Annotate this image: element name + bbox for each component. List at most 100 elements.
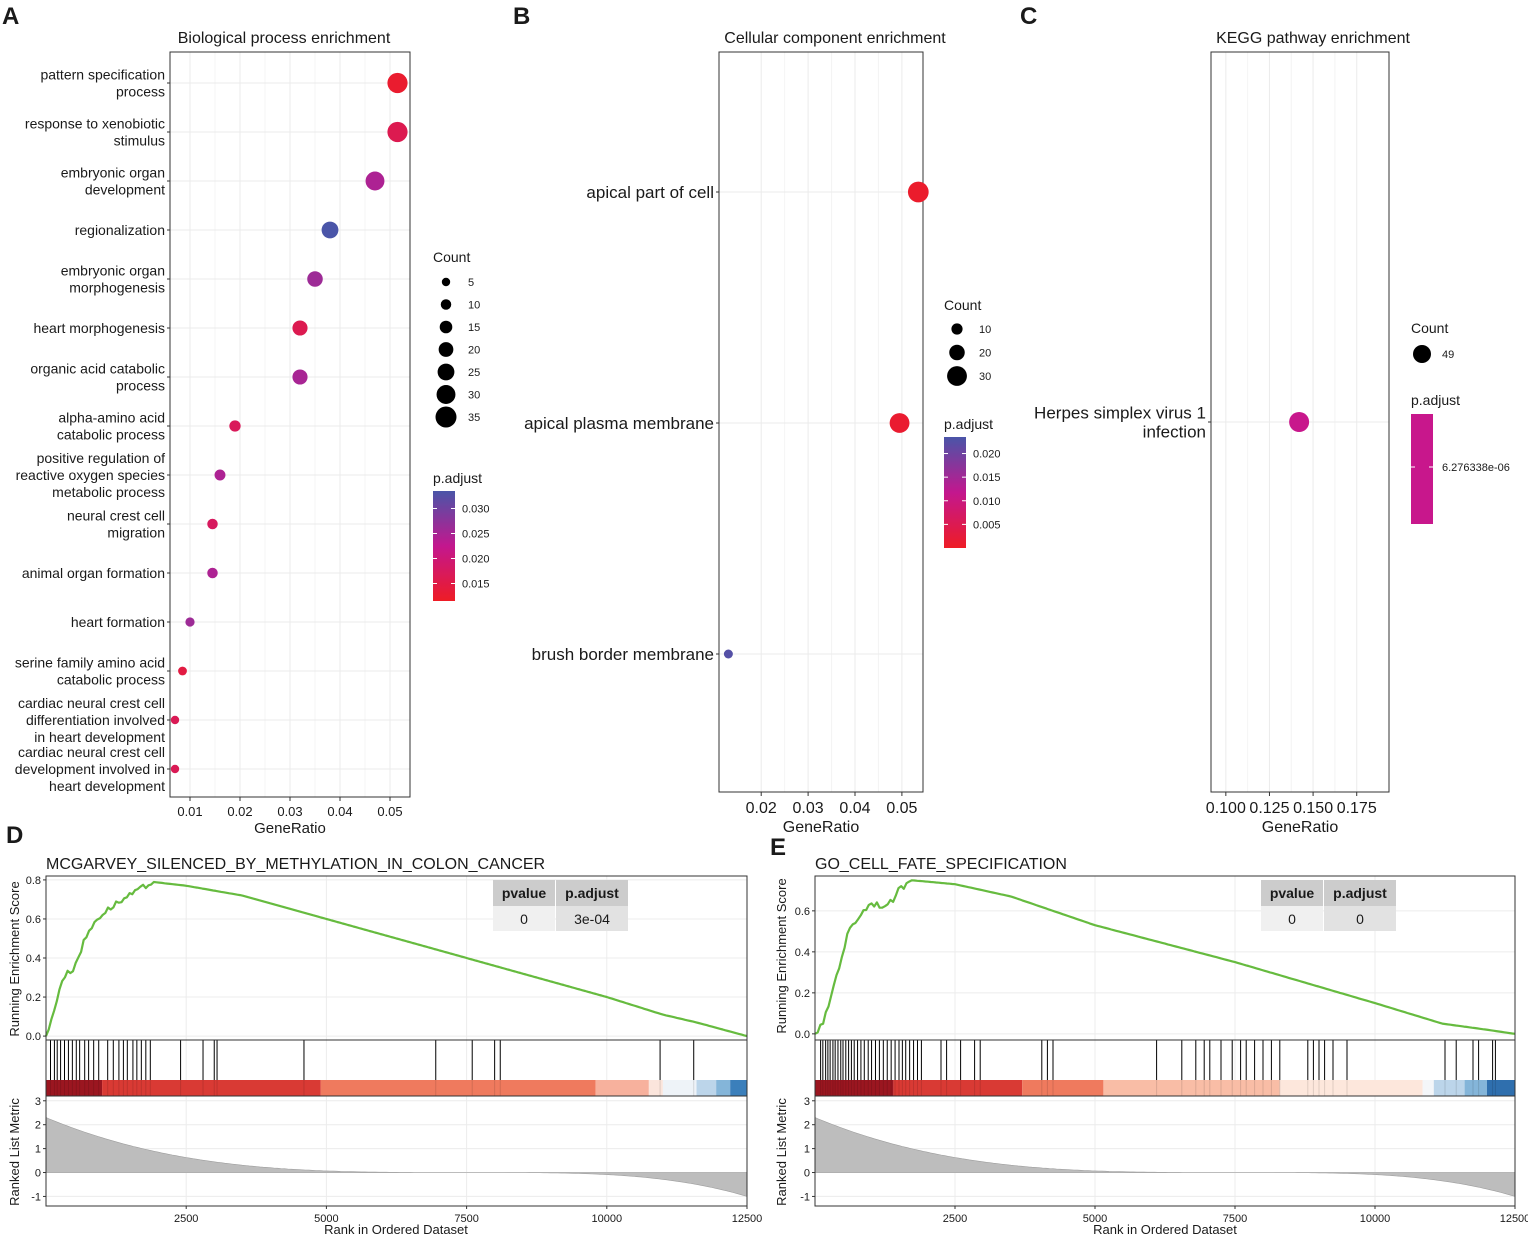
- count-legend-label: 35: [468, 412, 480, 424]
- y-label: regionalization: [75, 222, 165, 238]
- x-tick-label: 0.05: [886, 800, 917, 817]
- data-point: [229, 420, 241, 432]
- count-legend-label: 30: [468, 390, 480, 402]
- count-legend-label: 20: [468, 345, 480, 357]
- metric-xtick-label: 5000: [1083, 1213, 1107, 1225]
- x-tick-label: 0.150: [1293, 800, 1333, 817]
- count-legend-dot: [947, 366, 967, 386]
- count-legend-label: 10: [979, 324, 991, 336]
- es-ytick-label: 0.6: [795, 906, 810, 918]
- panel-d-table-padjust: 3e-04: [574, 911, 610, 927]
- panel-b: B Cellular component enrichment apical p…: [513, 3, 1001, 836]
- panel-a-grid: [170, 52, 410, 797]
- rank-color-band: [1279, 1080, 1423, 1096]
- es-ytick-label: 0.2: [795, 988, 810, 1000]
- colorbar-label: 0.015: [462, 579, 490, 591]
- panel-label-b: B: [513, 3, 530, 30]
- rank-color-band: [1464, 1080, 1487, 1096]
- x-tick-label: 0.04: [839, 800, 870, 817]
- panel-b-plot-border: [718, 51, 924, 793]
- es-ytick-label: 0.2: [26, 992, 41, 1004]
- panel-e-table-header-padjust: p.adjust: [1333, 885, 1387, 901]
- panel-c-x-title: GeneRatio: [1262, 819, 1339, 836]
- panel-a-count-legend: Count 5 10 15 20 25 30 35: [433, 249, 480, 428]
- colorbar-label: 0.015: [973, 472, 1001, 484]
- panel-d-x-title: Rank in Ordered Dataset: [324, 1222, 468, 1236]
- count-legend-label: 10: [468, 300, 480, 312]
- y-label: serine family amino acid catabolic proces…: [15, 655, 165, 688]
- x-tick-label: 0.100: [1206, 800, 1246, 817]
- x-tick-label: 0.04: [327, 804, 352, 819]
- es-ytick-label: 0.6: [26, 914, 41, 926]
- x-tick-label: 0.05: [377, 804, 402, 819]
- metric-xtick-label: 12500: [1500, 1213, 1528, 1225]
- panel-c: C KEGG pathway enrichment Herpes simplex…: [1020, 3, 1510, 836]
- data-point: [723, 649, 733, 659]
- count-legend-dot: [440, 299, 452, 310]
- es-ytick-label: 0.8: [26, 875, 41, 887]
- colorbar-label: 0.030: [462, 504, 490, 516]
- data-point: [207, 567, 218, 579]
- metric-ytick-label: 2: [35, 1120, 41, 1132]
- rank-color-band: [696, 1080, 717, 1096]
- count-legend-dot: [438, 342, 454, 357]
- x-tick-label: 0.125: [1249, 800, 1289, 817]
- count-legend-dot: [435, 406, 457, 428]
- data-point: [292, 369, 308, 385]
- rank-color-band: [102, 1080, 321, 1096]
- count-legend-label: 5: [468, 277, 474, 289]
- rank-color-band: [730, 1080, 747, 1096]
- es-ytick-label: 0.0: [795, 1029, 810, 1041]
- y-label: embryonic organ development: [61, 165, 165, 198]
- panel-d-table-header-pvalue: pvalue: [502, 885, 547, 901]
- panel-e: E GO_CELL_FATE_SPECIFICATION 0.00.20.40.…: [770, 834, 1528, 1236]
- rank-color-band: [893, 1080, 1023, 1096]
- panel-c-padj-title: p.adjust: [1411, 392, 1460, 408]
- panel-a-y-labels: pattern specification process response to …: [15, 67, 170, 794]
- panel-b-y-labels: apical part of cell apical plasma membran…: [524, 183, 719, 664]
- panel-a-colorbar: [433, 491, 455, 601]
- panel-b-x-title: GeneRatio: [783, 819, 860, 836]
- panel-e-stats-table: pvalue p.adjust 0 0: [1261, 880, 1396, 931]
- panel-a-x-title: GeneRatio: [254, 820, 326, 837]
- ranked-metric-area: [814, 1117, 1516, 1197]
- y-label: apical part of cell: [586, 183, 714, 202]
- panel-c-y-labels: Herpes simplex virus 1 infection: [1034, 404, 1211, 442]
- metric-xtick-label: 12500: [732, 1213, 763, 1225]
- y-label: Herpes simplex virus 1 infection: [1034, 404, 1206, 442]
- panel-e-x-title: Rank in Ordered Dataset: [1093, 1222, 1237, 1236]
- data-point: [170, 764, 180, 774]
- y-label: pattern specification process: [40, 67, 165, 100]
- es-curve: [814, 879, 1516, 1035]
- panel-c-title: KEGG pathway enrichment: [1216, 30, 1410, 47]
- es-ytick-label: 0.4: [795, 947, 810, 959]
- panel-c-padj-legend: p.adjust 6.276338e-06: [1411, 392, 1510, 524]
- panel-b-colorbar: [944, 437, 966, 548]
- colorbar-label: 0.020: [973, 449, 1001, 461]
- colorbar-label: 0.025: [462, 529, 490, 541]
- panel-b-title: Cellular component enrichment: [724, 30, 946, 47]
- data-point: [185, 617, 195, 627]
- panel-a-count-title: Count: [433, 249, 470, 265]
- panel-c-count-legend-dot: [1413, 345, 1431, 363]
- es-border: [814, 875, 1516, 1041]
- metric-xtick-label: 2500: [174, 1213, 198, 1225]
- panel-b-count-title: Count: [944, 297, 981, 313]
- rank-color-band: [1487, 1080, 1515, 1096]
- es-curve: [44, 880, 748, 1038]
- rank-color-band: [46, 1080, 103, 1096]
- data-point: [387, 72, 408, 94]
- panel-c-colorbar: [1411, 414, 1433, 524]
- y-label: cardiac neural crest cell development inv…: [15, 744, 165, 794]
- panel-c-padj-tick: 6.276338e-06: [1442, 462, 1510, 474]
- data-point: [307, 271, 323, 287]
- metric-border: [45, 1095, 748, 1207]
- metric-ytick-label: -1: [800, 1191, 810, 1203]
- metric-xtick-label: 2500: [943, 1213, 967, 1225]
- y-label: heart formation: [71, 614, 165, 630]
- panel-a-x-ticks: 0.01 0.02 0.03 0.04 0.05: [177, 797, 403, 819]
- panel-e-plot: 0.0 0.2 0.4 0.6 -1 0 1 2 3 2500 5000 7500 10000 12500: [795, 875, 1528, 1225]
- panel-e-metric-y-title: Ranked List Metric: [774, 1098, 789, 1206]
- panel-a-padj-title: p.adjust: [433, 470, 482, 486]
